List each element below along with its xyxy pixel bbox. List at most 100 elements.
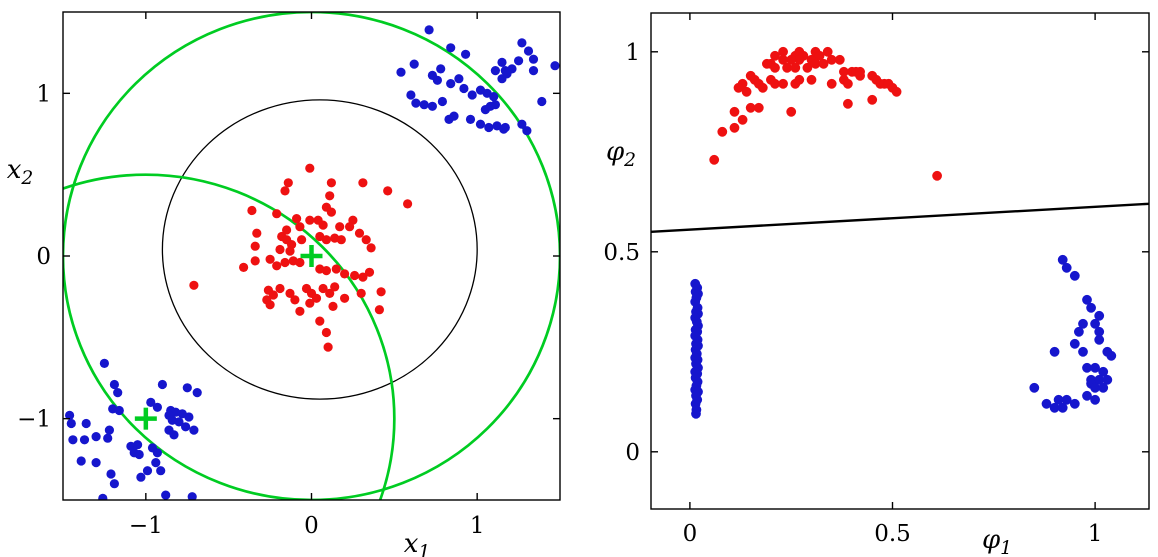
green-center-marker-origin	[300, 245, 323, 267]
x-tick-label: 0	[683, 521, 698, 547]
data-point	[113, 388, 123, 398]
data-point	[1057, 254, 1068, 265]
data-point	[152, 402, 162, 412]
data-point	[189, 280, 199, 290]
data-point	[136, 472, 146, 482]
data-point	[822, 46, 833, 57]
data-point	[340, 269, 350, 279]
data-point	[1090, 394, 1100, 405]
data-point	[305, 163, 315, 173]
data-point	[79, 435, 90, 445]
data-point	[461, 49, 471, 59]
data-point	[932, 170, 942, 181]
data-point	[826, 78, 837, 89]
data-point	[396, 67, 406, 77]
y-tick-label: 1	[36, 81, 51, 107]
data-point	[1049, 346, 1060, 357]
data-point	[733, 82, 744, 93]
data-point	[109, 479, 119, 489]
data-point	[250, 241, 260, 251]
data-point	[411, 98, 421, 108]
data-point	[770, 78, 780, 89]
data-point	[891, 86, 902, 97]
data-point	[142, 466, 153, 476]
green-cluster-circle-lower-left	[63, 173, 396, 500]
data-point	[1041, 398, 1052, 409]
data-point	[315, 316, 325, 326]
data-point	[182, 383, 192, 393]
data-point	[268, 290, 278, 300]
data-point	[834, 54, 845, 65]
data-point	[437, 96, 447, 107]
x-tick-label: −1	[129, 513, 163, 539]
data-point	[65, 410, 75, 420]
data-point	[151, 458, 161, 468]
feature-space-y-axis-label: φ2	[606, 137, 636, 171]
data-point	[1029, 382, 1040, 393]
data-point	[174, 417, 184, 427]
y-tick-label: 0	[625, 440, 640, 466]
data-point	[818, 58, 829, 69]
axis-ticks	[651, 13, 1149, 509]
data-point	[146, 397, 156, 407]
data-point	[157, 379, 167, 390]
data-point	[325, 288, 335, 298]
input-space-plot: −1 0 1 −1 0 1 x1 x2	[7, 11, 561, 557]
data-point	[843, 78, 853, 89]
data-point	[1094, 334, 1105, 345]
black-boundary-circle	[161, 99, 478, 400]
data-point	[321, 327, 331, 338]
data-point	[753, 102, 764, 113]
data-point	[802, 62, 813, 73]
data-point	[446, 79, 456, 89]
data-point	[502, 69, 512, 79]
data-point	[490, 66, 500, 76]
data-point	[737, 114, 748, 125]
data-point	[133, 440, 143, 450]
data-point	[252, 228, 262, 238]
data-point	[361, 235, 371, 245]
data-point	[275, 283, 285, 294]
data-point	[1098, 382, 1109, 393]
data-point	[419, 100, 429, 110]
x-tick-label: 1	[470, 513, 485, 539]
data-point	[265, 300, 275, 310]
data-point	[161, 490, 171, 500]
axes-frame	[650, 12, 1150, 510]
data-point	[169, 430, 179, 440]
data-point	[1082, 294, 1092, 305]
data-point	[247, 205, 257, 216]
data-point	[1094, 326, 1105, 337]
data-point	[790, 62, 801, 73]
data-point	[778, 54, 788, 65]
data-point	[305, 298, 315, 308]
data-point	[181, 422, 191, 432]
data-point	[358, 178, 368, 188]
data-point	[427, 101, 437, 111]
data-point	[1078, 318, 1088, 329]
data-point	[318, 283, 328, 294]
x-tick-label: 0	[304, 513, 319, 539]
data-point	[517, 38, 527, 48]
data-point	[499, 124, 509, 134]
data-point	[843, 98, 853, 109]
data-point	[436, 64, 446, 74]
data-point	[283, 178, 293, 188]
data-point	[376, 287, 386, 297]
x-tick-label: 1	[1088, 521, 1103, 547]
data-point	[867, 94, 878, 105]
data-point	[1057, 402, 1068, 413]
data-point	[446, 43, 456, 53]
data-point	[350, 270, 360, 281]
data-point	[782, 62, 792, 73]
data-point	[292, 214, 302, 224]
data-point	[444, 114, 454, 124]
data-point	[459, 83, 469, 94]
data-point	[778, 46, 788, 57]
data-point	[409, 59, 419, 69]
data-point	[364, 267, 375, 277]
green-center-marker-lower-left	[134, 407, 157, 430]
data-point	[762, 58, 772, 69]
blue-class-top-right	[396, 25, 560, 136]
